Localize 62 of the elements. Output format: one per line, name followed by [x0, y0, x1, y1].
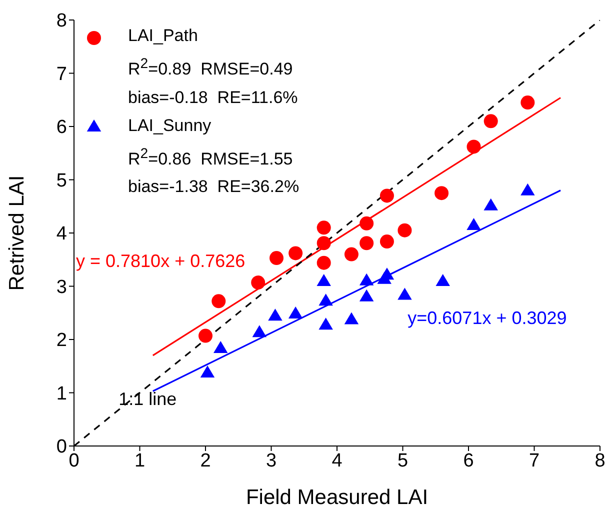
- point: [200, 366, 215, 378]
- legend-label: LAI_Sunny: [128, 116, 212, 135]
- point: [316, 220, 331, 235]
- y-tick-label: 5: [56, 170, 67, 192]
- annotation: R$^{2}$=0.86 RMSE=1.55: [128, 144, 294, 170]
- point: [398, 288, 412, 300]
- x-tick-label: 8: [594, 450, 606, 472]
- point: [344, 247, 358, 262]
- point: [252, 325, 267, 338]
- point: [268, 308, 282, 321]
- x-tick-label: 1: [134, 450, 146, 472]
- point: [380, 268, 394, 280]
- point: [360, 236, 374, 250]
- point: [344, 312, 359, 324]
- x-tick-label: 4: [332, 450, 343, 472]
- point: [466, 140, 481, 154]
- point: [380, 188, 394, 203]
- x-tick-label: 3: [266, 450, 277, 472]
- point: [434, 186, 449, 200]
- point: [270, 251, 284, 266]
- x-tick-label: 7: [528, 450, 540, 472]
- point: [316, 236, 331, 250]
- point: [316, 274, 331, 286]
- annotation: bias=-1.38 RE=36.2%: [128, 176, 300, 198]
- annotation: y=0.6071x + 0.3029: [408, 308, 567, 328]
- point: [214, 341, 228, 354]
- point: [484, 198, 498, 210]
- point: [520, 183, 535, 196]
- y-tick-label: 2: [56, 330, 67, 352]
- annotation: y = 0.7810x + 0.7626: [76, 250, 246, 271]
- y-tick-label: 1: [56, 383, 67, 404]
- point: [520, 96, 535, 110]
- point: [360, 216, 374, 230]
- point: [359, 289, 374, 302]
- y-axis-title: Retrived LAI: [5, 175, 28, 291]
- point: [484, 114, 498, 128]
- x-tick-label: 2: [200, 450, 211, 472]
- y-tick-label: 0: [56, 436, 67, 458]
- y-tick-label: 6: [56, 117, 67, 138]
- point: [398, 223, 412, 238]
- point: [436, 274, 450, 286]
- x-tick-label: 6: [463, 450, 474, 472]
- point: [466, 218, 481, 230]
- x-tick-label: 5: [397, 450, 408, 472]
- y-tick-label: 3: [56, 276, 67, 298]
- y-tick-label: 4: [56, 224, 68, 245]
- point: [288, 306, 303, 318]
- point: [212, 294, 226, 308]
- y-tick-label: 7: [56, 64, 67, 85]
- point: [251, 276, 266, 290]
- x-axis-title: Field Measured LAI: [246, 486, 428, 509]
- legend-label: LAI_Path: [128, 26, 198, 45]
- point: [316, 256, 331, 270]
- annotation: bias=-0.18 RE=11.6%: [128, 86, 299, 109]
- annotation: R$^{2}$=0.89 RMSE=0.49: [128, 55, 294, 81]
- point: [318, 318, 333, 330]
- point: [380, 234, 394, 249]
- point: [288, 246, 303, 260]
- point: [198, 328, 212, 343]
- point: [359, 273, 374, 286]
- y-tick-label: 8: [56, 10, 67, 32]
- point: [318, 294, 333, 306]
